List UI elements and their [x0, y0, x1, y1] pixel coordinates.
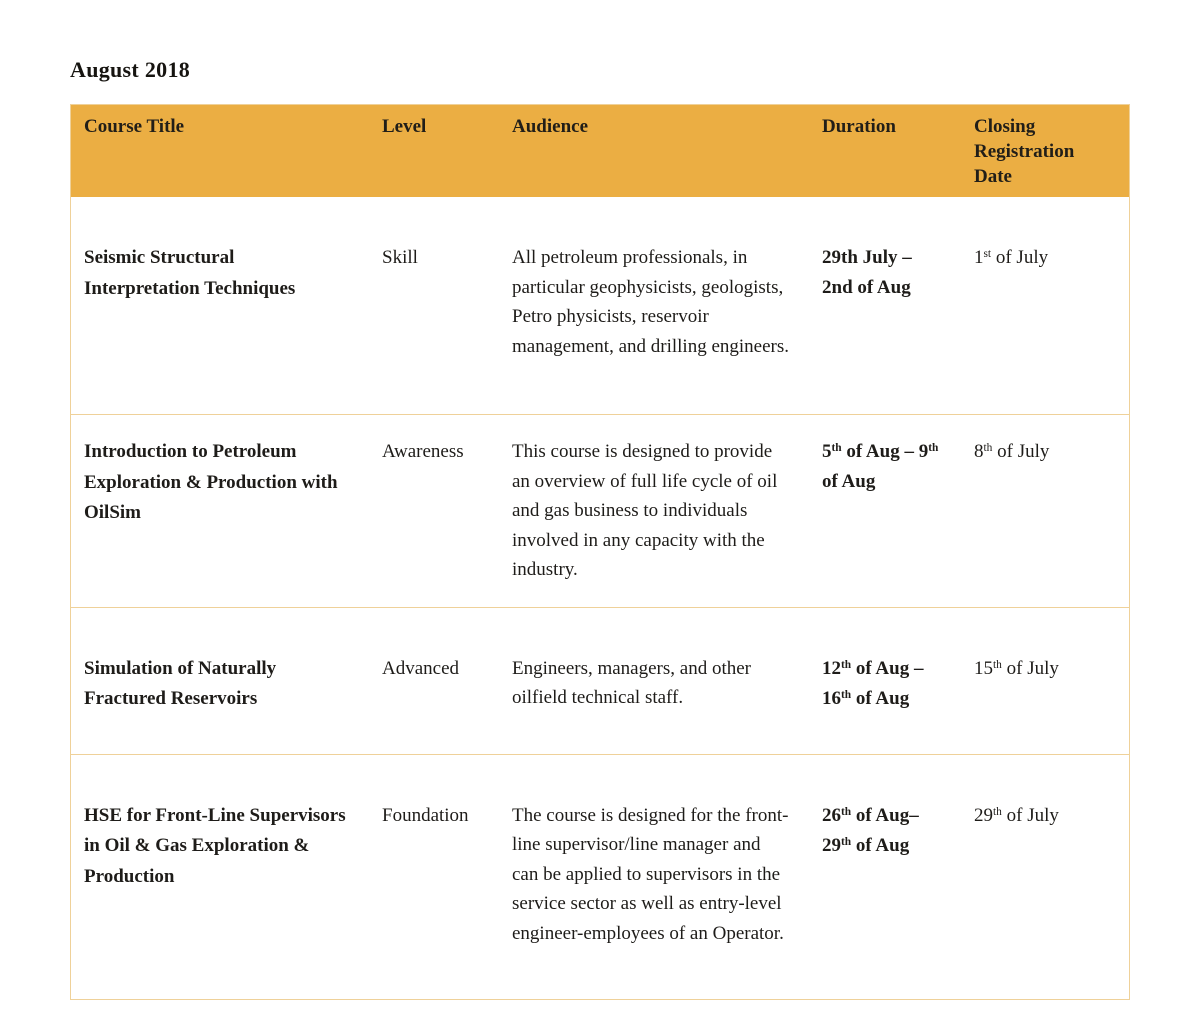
course-title-cell: Introduction to Petroleum Exploration & …: [84, 441, 338, 523]
level-cell: Skill: [382, 247, 418, 268]
closing-date-cell: 8th of July: [974, 441, 1050, 462]
course-schedule-table: Course Title Level Audience Duration Clo…: [70, 104, 1130, 1000]
audience-cell: This course is designed to provide an ov…: [512, 441, 778, 580]
header-cell-closing-registration-date: Closing Registration Date: [974, 116, 1075, 187]
course-title-cell: Simulation of Naturally Fractured Reserv…: [84, 657, 277, 710]
header-cell-duration: Duration: [822, 116, 896, 137]
table-row: Introduction to Petroleum Exploration & …: [71, 414, 1129, 607]
audience-cell: All petroleum professionals, in particul…: [512, 247, 789, 357]
duration-cell: 26th of Aug– 29th of Aug: [822, 804, 919, 856]
header-cell-course-title: Course Title: [84, 116, 185, 137]
closing-date-cell: 15th of July: [974, 657, 1059, 679]
document-page: August 2018 Course Title Level Audience …: [70, 57, 1130, 1000]
course-title-cell: Seismic Structural Interpretation Techni…: [84, 247, 296, 299]
table-header-row: Course Title Level Audience Duration Clo…: [71, 105, 1129, 197]
table-row: Simulation of Naturally Fractured Reserv…: [71, 606, 1129, 754]
level-cell: Foundation: [382, 804, 469, 826]
duration-cell: 5th of Aug – 9th of Aug: [822, 441, 939, 492]
course-title-cell: HSE for Front-Line Supervisors in Oil & …: [84, 804, 346, 887]
closing-date-cell: 29th of July: [974, 804, 1059, 826]
audience-cell: The course is designed for the front-lin…: [512, 804, 789, 944]
table-row: Seismic Structural Interpretation Techni…: [71, 197, 1129, 414]
closing-date-cell: 1st of July: [974, 247, 1049, 268]
header-cell-audience: Audience: [512, 116, 588, 137]
duration-cell: 29th July – 2nd of Aug: [822, 247, 912, 298]
table-row: HSE for Front-Line Supervisors in Oil & …: [71, 753, 1129, 999]
duration-cell: 12th of Aug – 16th of Aug: [822, 657, 924, 709]
level-cell: Awareness: [382, 441, 464, 462]
header-cell-level: Level: [382, 116, 427, 137]
page-title: August 2018: [70, 57, 191, 82]
level-cell: Advanced: [382, 657, 460, 679]
audience-cell: Engineers, managers, and other oilfield …: [512, 657, 751, 709]
